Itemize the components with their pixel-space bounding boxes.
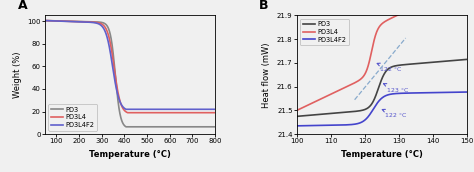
PD3L4: [51, 20, 56, 22]
PD3: [363, 108, 368, 110]
Line: PD3L4: PD3L4: [297, 0, 467, 110]
PD3L4F2: [363, 118, 368, 120]
PD3: [311, 114, 317, 116]
Y-axis label: Weight (%): Weight (%): [13, 52, 22, 98]
PD3L4F2: [429, 92, 435, 94]
PD3: [208, 126, 213, 128]
PD3L4F2: [411, 92, 417, 94]
PD3L4: [363, 72, 368, 74]
PD3L4F2: [120, 106, 126, 108]
PD3: [207, 126, 213, 128]
PD3: [51, 20, 56, 22]
PD3: [125, 126, 131, 128]
PD3L4F2: [42, 20, 48, 22]
PD3: [429, 61, 435, 63]
Line: PD3L4: PD3L4: [45, 21, 215, 113]
Text: 123 °C: 123 °C: [383, 84, 408, 93]
PD3: [464, 58, 470, 60]
PD3L4F2: [294, 125, 300, 127]
PD3: [294, 115, 300, 117]
PD3: [427, 62, 432, 64]
PD3L4: [294, 109, 300, 111]
PD3L4F2: [427, 92, 432, 94]
PD3L4F2: [369, 111, 374, 113]
PD3L4F2: [212, 108, 218, 110]
PD3L4: [369, 50, 374, 52]
PD3L4: [176, 112, 182, 114]
PD3L4F2: [176, 108, 182, 110]
Line: PD3: PD3: [297, 59, 467, 116]
X-axis label: Temperature (°C): Temperature (°C): [341, 150, 423, 159]
X-axis label: Temperature (°C): Temperature (°C): [89, 150, 171, 159]
Line: PD3L4F2: PD3L4F2: [45, 21, 215, 109]
PD3L4: [311, 101, 317, 103]
Legend: PD3, PD3L4, PD3L4F2: PD3, PD3L4, PD3L4F2: [48, 104, 97, 131]
PD3L4F2: [51, 20, 56, 22]
PD3: [42, 20, 48, 22]
PD3: [369, 103, 374, 105]
Text: A: A: [18, 0, 27, 12]
PD3L4: [207, 112, 213, 114]
PD3L4: [212, 112, 218, 114]
Y-axis label: Heat flow (mW): Heat flow (mW): [263, 42, 272, 108]
PD3L4F2: [125, 108, 131, 110]
Legend: PD3, PD3L4, PD3L4F2: PD3, PD3L4, PD3L4F2: [300, 19, 349, 45]
PD3: [411, 63, 417, 65]
PD3: [123, 126, 129, 128]
PD3L4: [120, 108, 126, 110]
PD3L4: [208, 112, 213, 114]
PD3L4F2: [311, 125, 317, 127]
PD3: [176, 126, 182, 128]
PD3: [212, 126, 218, 128]
PD3L4F2: [123, 108, 129, 110]
Line: PD3L4F2: PD3L4F2: [297, 92, 467, 126]
PD3L4: [427, 0, 432, 1]
Line: PD3: PD3: [45, 21, 215, 127]
Text: B: B: [259, 0, 269, 12]
PD3L4F2: [464, 91, 470, 93]
Text: 122 °C: 122 °C: [377, 63, 401, 72]
PD3L4F2: [207, 108, 213, 110]
PD3L4: [125, 112, 130, 114]
PD3: [120, 123, 126, 125]
PD3L4: [125, 112, 131, 114]
PD3L4: [42, 20, 48, 22]
PD3L4: [411, 7, 417, 9]
Text: 122 °C: 122 °C: [383, 109, 406, 118]
PD3L4F2: [208, 108, 213, 110]
